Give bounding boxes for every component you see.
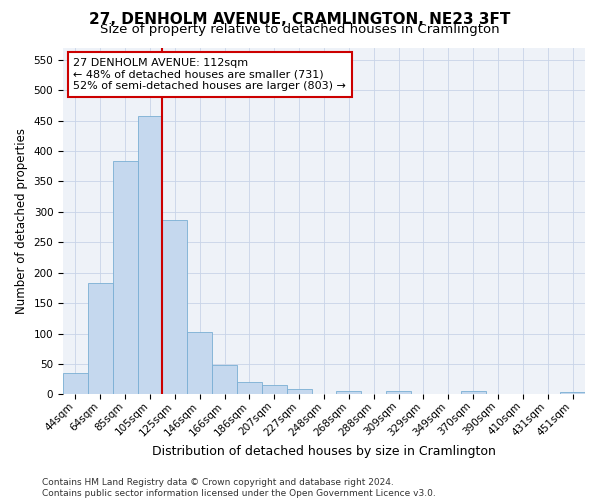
Bar <box>262 386 287 394</box>
Bar <box>237 382 262 394</box>
Bar <box>187 332 212 394</box>
Bar <box>337 392 361 394</box>
Bar <box>137 116 163 394</box>
Bar <box>386 392 411 394</box>
X-axis label: Distribution of detached houses by size in Cramlington: Distribution of detached houses by size … <box>152 444 496 458</box>
Bar <box>63 373 88 394</box>
Bar <box>461 392 485 394</box>
Y-axis label: Number of detached properties: Number of detached properties <box>15 128 28 314</box>
Text: Size of property relative to detached houses in Cramlington: Size of property relative to detached ho… <box>100 22 500 36</box>
Bar <box>88 283 113 395</box>
Bar <box>163 220 187 394</box>
Text: 27 DENHOLM AVENUE: 112sqm
← 48% of detached houses are smaller (731)
52% of semi: 27 DENHOLM AVENUE: 112sqm ← 48% of detac… <box>73 58 346 91</box>
Bar <box>113 160 137 394</box>
Bar <box>287 389 311 394</box>
Bar <box>560 392 585 394</box>
Text: 27, DENHOLM AVENUE, CRAMLINGTON, NE23 3FT: 27, DENHOLM AVENUE, CRAMLINGTON, NE23 3F… <box>89 12 511 28</box>
Bar <box>212 365 237 394</box>
Text: Contains HM Land Registry data © Crown copyright and database right 2024.
Contai: Contains HM Land Registry data © Crown c… <box>42 478 436 498</box>
